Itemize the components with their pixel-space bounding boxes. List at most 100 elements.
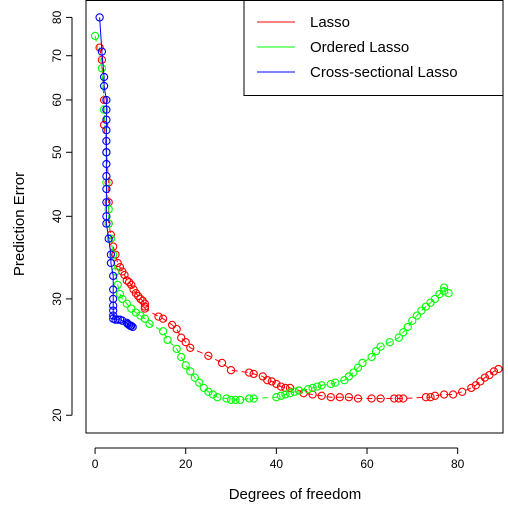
data-point	[417, 306, 426, 315]
data-point	[102, 198, 111, 207]
data-point	[195, 378, 204, 387]
data-point	[412, 311, 422, 320]
legend-label: Ordered Lasso	[310, 39, 409, 56]
y-tick-label: 60	[50, 93, 64, 107]
data-point	[167, 320, 177, 330]
data-point	[109, 306, 118, 315]
data-point	[127, 321, 136, 331]
data-point	[308, 390, 317, 399]
data-point	[281, 383, 290, 393]
data-point	[249, 369, 258, 379]
x-tick-label: 60	[360, 457, 374, 471]
data-point	[158, 327, 168, 336]
data-point	[476, 377, 485, 386]
data-point	[199, 383, 208, 393]
data-point	[102, 172, 111, 181]
data-point	[145, 319, 154, 329]
data-point	[226, 366, 236, 375]
data-point	[102, 148, 111, 157]
data-point	[186, 343, 195, 352]
data-point	[421, 393, 431, 402]
data-point	[408, 316, 417, 325]
x-tick-label: 80	[451, 457, 465, 471]
data-point	[267, 377, 276, 386]
data-point	[344, 393, 354, 402]
data-point	[394, 333, 403, 342]
series-lasso	[95, 43, 503, 403]
data-point	[213, 393, 222, 402]
data-point	[99, 95, 109, 105]
data-point	[136, 294, 145, 304]
data-point	[95, 43, 104, 52]
data-point	[308, 383, 317, 393]
data-point	[458, 387, 467, 396]
data-point	[276, 382, 286, 391]
data-point	[177, 333, 186, 342]
data-point	[102, 105, 111, 114]
data-point	[109, 250, 118, 259]
data-point	[367, 352, 376, 362]
data-point	[439, 390, 449, 399]
data-point	[127, 304, 136, 313]
data-point	[140, 299, 150, 308]
data-point	[111, 267, 120, 276]
data-point	[118, 294, 127, 304]
data-point	[358, 358, 367, 368]
data-point	[128, 322, 137, 332]
data-point	[115, 263, 125, 272]
data-point	[97, 64, 107, 73]
x-tick-label: 20	[179, 457, 193, 471]
data-point	[448, 390, 458, 399]
data-point	[102, 136, 111, 146]
data-point	[172, 324, 181, 334]
data-point	[172, 344, 181, 354]
data-point	[190, 373, 199, 382]
data-point	[281, 390, 290, 399]
data-point	[109, 301, 118, 310]
series-ordered-lasso	[90, 31, 453, 405]
data-point	[276, 391, 286, 400]
data-point	[127, 280, 136, 290]
data-point	[140, 314, 150, 323]
data-point	[97, 47, 107, 56]
data-point	[122, 276, 131, 285]
x-axis-title: Degrees of freedom	[229, 486, 362, 503]
series-line	[99, 17, 134, 328]
data-point	[208, 390, 218, 399]
data-point	[430, 294, 440, 304]
data-point	[426, 393, 435, 402]
data-point	[467, 383, 476, 393]
data-point	[285, 389, 295, 398]
data-point	[140, 304, 150, 313]
data-point	[313, 382, 322, 391]
legend-label: Lasso	[310, 14, 350, 31]
data-point	[102, 184, 111, 194]
data-point	[115, 289, 125, 299]
data-point	[317, 391, 326, 400]
data-point	[99, 120, 109, 130]
data-point	[113, 280, 122, 290]
data-point	[290, 387, 299, 396]
data-point	[99, 105, 109, 114]
data-point	[245, 394, 254, 403]
data-point	[435, 289, 444, 299]
data-point	[95, 13, 104, 22]
data-point	[303, 385, 313, 394]
data-point	[106, 234, 116, 243]
data-point	[444, 289, 453, 298]
data-point	[399, 328, 408, 337]
y-tick-label: 30	[50, 292, 64, 306]
data-point	[245, 368, 254, 377]
data-point	[111, 250, 120, 259]
legend: Lasso Ordered Lasso Cross-sectional Lasso	[243, 0, 504, 96]
legend-label: Cross-sectional Lasso	[310, 64, 458, 81]
plot-frame	[85, 0, 504, 434]
data-point	[249, 394, 258, 403]
data-point	[231, 395, 240, 405]
data-point	[294, 386, 304, 395]
data-point	[403, 322, 412, 332]
data-point	[109, 285, 118, 294]
data-point	[109, 271, 118, 281]
data-point	[235, 395, 245, 405]
data-point	[102, 95, 111, 105]
